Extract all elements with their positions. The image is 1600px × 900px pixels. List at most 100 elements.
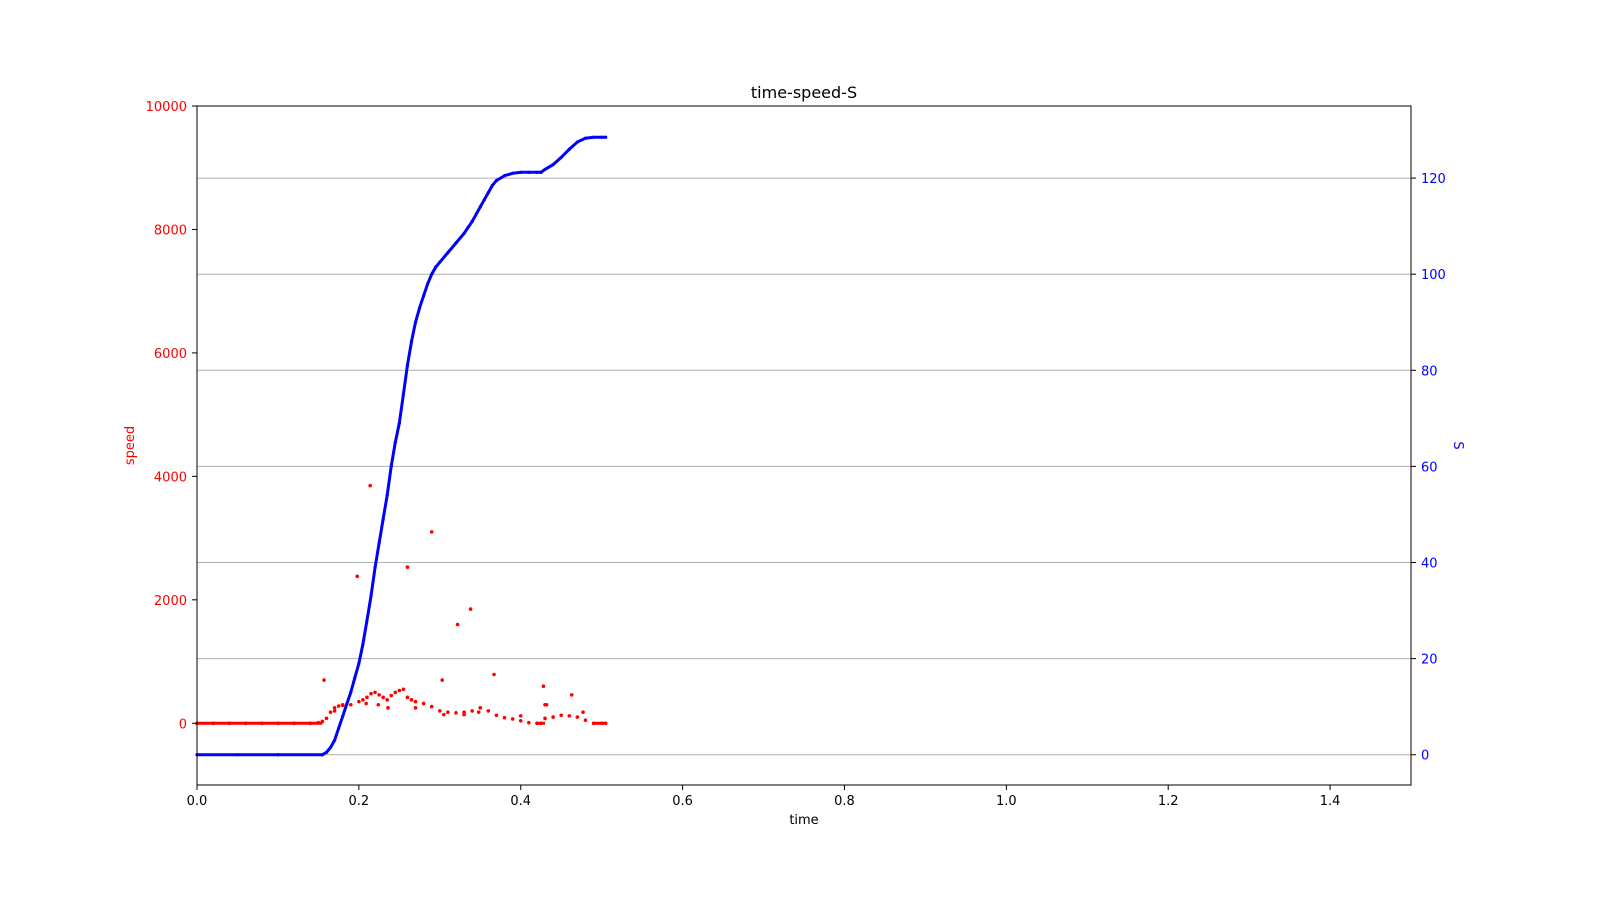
s-point — [486, 190, 490, 195]
s-point — [357, 661, 361, 666]
speed-point — [510, 717, 515, 721]
speed-series — [195, 483, 608, 726]
speed-point — [369, 691, 373, 696]
left-y-tick-label: 2000 — [154, 594, 187, 609]
speed-point — [348, 702, 353, 707]
speed-point — [364, 701, 368, 706]
s-point — [494, 178, 499, 183]
speed-point — [368, 483, 372, 488]
speed-point — [413, 706, 418, 710]
speed-point — [357, 699, 361, 704]
speed-point — [478, 706, 483, 710]
x-tick-label: 1.2 — [1158, 794, 1179, 809]
s-point — [369, 594, 373, 598]
speed-point — [429, 530, 434, 534]
speed-point — [386, 706, 390, 710]
s-point — [417, 306, 422, 310]
s-point — [405, 363, 410, 368]
s-point — [527, 170, 531, 174]
s-point — [446, 250, 450, 255]
s-point — [320, 753, 325, 757]
x-tick-label: 0.2 — [349, 794, 370, 809]
s-point — [409, 339, 414, 344]
x-tick-label: 0.6 — [672, 794, 693, 809]
s-point — [430, 272, 434, 276]
x-tick-label: 0.4 — [510, 794, 531, 809]
speed-point — [361, 698, 365, 702]
right-y-tick-label: 80 — [1421, 364, 1438, 379]
speed-point — [373, 690, 377, 695]
x-axis-title: time — [789, 813, 818, 828]
left-y-tick-label: 0 — [179, 717, 187, 732]
speed-point — [438, 709, 442, 713]
speed-point — [454, 710, 458, 715]
left-y-tick-label: 8000 — [154, 223, 187, 238]
s-point — [422, 294, 426, 298]
s-point — [567, 147, 571, 151]
s-point — [381, 517, 385, 521]
s-point — [604, 135, 608, 139]
speed-point — [401, 687, 406, 692]
speed-point — [462, 712, 466, 717]
left-y-axis: 0 2000 4000 6000 8000 10000 — [146, 100, 197, 732]
s-point — [353, 676, 357, 680]
s-point — [535, 170, 539, 174]
speed-point — [385, 698, 389, 702]
s-point — [361, 642, 365, 646]
speed-point — [543, 702, 547, 707]
speed-point — [567, 714, 572, 718]
speed-point — [429, 704, 434, 709]
speed-point — [405, 565, 410, 569]
s-point — [482, 198, 486, 202]
s-point — [519, 170, 523, 174]
s-point — [377, 541, 381, 545]
right-y-tick-label: 120 — [1421, 172, 1446, 187]
s-point — [511, 171, 515, 175]
s-point — [345, 702, 349, 706]
grid-lines — [197, 177, 1411, 756]
speed-point — [518, 719, 523, 723]
speed-point — [476, 710, 481, 714]
s-point — [559, 155, 563, 160]
s-point — [575, 140, 579, 144]
speed-point — [494, 713, 499, 718]
right-y-axis-title: S — [1450, 441, 1465, 449]
s-point — [600, 135, 604, 139]
s-point — [454, 241, 458, 245]
s-point — [385, 493, 389, 497]
s-point — [276, 753, 280, 757]
left-y-tick-label: 6000 — [154, 347, 187, 362]
speed-point — [397, 688, 402, 693]
right-y-tick-label: 20 — [1421, 653, 1438, 668]
speed-point — [377, 693, 381, 697]
speed-point — [502, 715, 507, 720]
s-point — [438, 260, 442, 264]
s-point — [551, 163, 555, 167]
x-tick-label: 0.0 — [187, 794, 208, 809]
speed-point — [551, 715, 555, 719]
speed-point — [413, 699, 418, 704]
s-point — [341, 714, 345, 718]
s-point — [543, 167, 547, 172]
speed-point — [332, 706, 337, 710]
speed-point — [518, 714, 523, 718]
s-point — [462, 231, 466, 235]
speed-point — [405, 695, 410, 700]
speed-point — [324, 716, 329, 721]
s-point — [539, 170, 543, 174]
s-point — [332, 738, 337, 742]
speed-point — [583, 718, 588, 722]
s-point — [337, 726, 341, 730]
chart-title: time-speed-S — [751, 83, 857, 102]
speed-point — [569, 693, 574, 697]
speed-point — [486, 709, 491, 713]
right-y-tick-label: 100 — [1421, 268, 1446, 283]
s-line — [197, 135, 606, 757]
speed-point — [332, 709, 337, 713]
speed-point — [541, 684, 546, 689]
s-point — [397, 421, 401, 425]
s-point — [413, 320, 418, 324]
speed-point — [575, 715, 580, 719]
s-point — [434, 265, 438, 269]
